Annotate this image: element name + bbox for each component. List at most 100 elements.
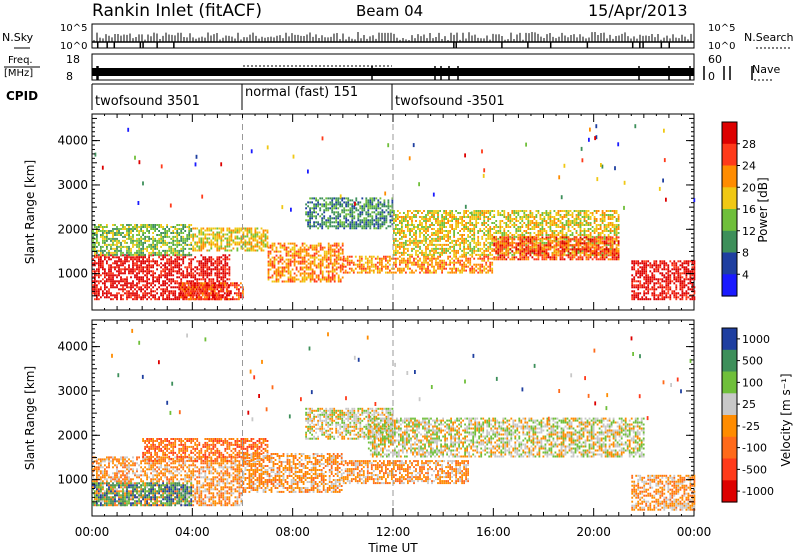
heatmap-cell xyxy=(429,269,431,272)
heatmap-cell xyxy=(190,228,193,230)
heatmap-cell xyxy=(104,296,106,299)
heatmap-cell xyxy=(327,270,330,273)
heatmap-cell xyxy=(240,227,243,230)
heatmap-cell xyxy=(455,257,457,260)
heatmap-cell xyxy=(321,256,324,259)
heatmap-cell xyxy=(441,232,443,234)
heatmap-cell xyxy=(214,245,217,248)
heatmap-cell xyxy=(533,224,536,226)
heatmap-cell xyxy=(293,248,296,251)
heatmap-cell xyxy=(178,268,181,271)
heatmap-cell xyxy=(260,247,263,250)
heatmap-cell xyxy=(473,214,476,216)
heatmap-cell xyxy=(427,226,429,228)
freq-trace xyxy=(92,68,694,76)
heatmap-cell xyxy=(467,261,469,264)
heatmap-cell xyxy=(150,243,152,246)
noise-right-tick-top: 10^5 xyxy=(708,23,735,34)
heatmap-cell xyxy=(435,263,437,266)
heatmap-cell xyxy=(214,260,217,263)
heatmap-cell xyxy=(293,242,296,245)
heatmap-cell xyxy=(358,259,361,262)
heatmap-cell xyxy=(393,210,395,212)
heatmap-cell xyxy=(142,296,144,299)
heatmap-cell xyxy=(411,230,413,232)
heatmap-cell xyxy=(405,251,407,254)
heatmap-cell xyxy=(108,274,110,277)
heatmap-cell xyxy=(182,274,185,277)
heatmap-cell xyxy=(397,210,399,212)
heatmap-cell xyxy=(557,234,560,236)
heatmap-cell xyxy=(122,232,124,234)
heatmap-cell xyxy=(205,282,208,285)
heatmap-cell xyxy=(321,205,324,208)
heatmap-cell xyxy=(100,274,102,277)
heatmap-cell xyxy=(429,253,431,256)
heatmap-cell xyxy=(138,249,140,252)
heatmap-cell xyxy=(541,232,544,234)
heatmap-cell xyxy=(184,243,187,246)
heatmap-cell xyxy=(501,220,504,222)
heatmap-cell xyxy=(293,258,296,261)
heatmap-cell xyxy=(134,296,136,299)
heatmap-cell xyxy=(376,265,379,268)
heatmap-cell xyxy=(335,215,338,218)
heatmap-cell xyxy=(343,207,346,210)
heatmap-cell xyxy=(303,242,306,245)
heatmap-cell xyxy=(379,269,381,272)
heatmap-cell xyxy=(128,226,130,228)
heatmap-cell xyxy=(341,252,344,255)
heatmap-cell xyxy=(132,270,134,273)
heatmap-cell xyxy=(415,249,417,252)
heatmap-cell xyxy=(375,215,378,218)
heatmap-cell xyxy=(178,249,181,252)
heatmap-cell xyxy=(307,248,310,251)
heatmap-cell xyxy=(114,253,116,256)
heatmap-cell xyxy=(211,288,214,291)
heatmap-cell xyxy=(222,268,225,271)
heatmap-cell xyxy=(547,234,550,236)
heatmap-cell xyxy=(203,298,206,301)
heatmap-cell xyxy=(94,243,96,246)
heatmap-cell xyxy=(98,262,100,265)
heatmap-cell xyxy=(489,230,492,232)
heatmap-cell xyxy=(192,280,195,283)
heatmap-cell xyxy=(329,223,332,226)
heatmap-cell xyxy=(309,278,312,281)
heatmap-cell xyxy=(154,260,156,263)
heatmap-cell xyxy=(477,257,480,260)
heatmap-cell xyxy=(391,211,394,214)
heatmap-cell xyxy=(140,224,142,226)
heatmap-cell xyxy=(561,218,564,220)
heatmap-cell xyxy=(224,276,227,279)
heatmap-cell xyxy=(453,251,455,254)
heatmap-cell xyxy=(342,271,345,274)
heatmap-cell xyxy=(391,219,394,222)
heatmap-cell xyxy=(178,251,181,254)
heatmap-cell xyxy=(407,226,409,228)
heatmap-cell xyxy=(389,271,391,274)
heatmap-cell xyxy=(539,216,542,218)
heatmap-cell xyxy=(236,298,238,301)
heatmap-cell xyxy=(403,232,405,234)
heatmap-cell xyxy=(485,271,488,274)
heatmap-cell xyxy=(343,217,346,220)
heatmap-cell xyxy=(481,263,484,266)
heatmap-cell xyxy=(342,255,345,258)
heatmap-cell xyxy=(319,266,322,269)
heatmap-cell xyxy=(483,232,486,234)
heatmap-cell xyxy=(409,257,411,260)
heatmap-cell xyxy=(370,263,373,266)
heatmap-cell xyxy=(186,268,189,271)
heatmap-cell xyxy=(469,267,472,270)
heatmap-cell xyxy=(174,294,177,297)
heatmap-cell xyxy=(495,220,498,222)
heatmap-cell xyxy=(565,237,568,240)
heatmap-cell xyxy=(315,221,317,224)
heatmap-cell xyxy=(221,296,224,299)
heatmap-cell xyxy=(104,292,106,295)
heatmap-cell xyxy=(325,197,328,200)
heatmap-cell xyxy=(455,226,457,228)
heatmap-cell xyxy=(517,234,520,236)
heatmap-cell xyxy=(118,249,120,252)
